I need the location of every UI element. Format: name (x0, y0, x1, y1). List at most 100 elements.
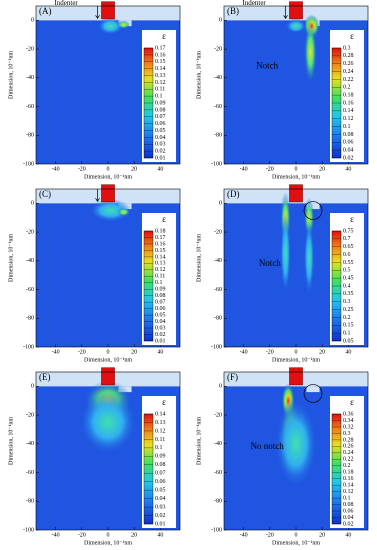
colorbar-tick-label: 0.35 (343, 291, 354, 297)
colorbar-tick-label: 0.6 (343, 252, 351, 258)
x-tick-label: -40 (52, 349, 60, 355)
x-tick-label: 20 (319, 166, 325, 172)
indenter (101, 184, 115, 203)
y-tick-label: -80 (214, 133, 222, 139)
x-tick-label: 20 (319, 349, 325, 355)
colorbar-tick-label: 0.11 (155, 274, 165, 280)
y-axis-label: Dimension, 10⁻¹nm (8, 417, 14, 465)
colorbar-tick-label: 0.2 (343, 85, 351, 91)
y-tick-label: -40 (214, 441, 222, 447)
strain-blob (117, 20, 131, 29)
colorbar-tick-label: 0.14 (343, 483, 354, 489)
x-tick-label: -20 (266, 532, 274, 538)
colorbar-tick-label: 0.24 (343, 69, 354, 75)
colorbar-tick-label: 0.16 (155, 52, 166, 58)
y-tick-label: -80 (26, 316, 34, 322)
x-tick-label: 20 (131, 166, 137, 172)
indenter-arrow (283, 6, 288, 20)
colorbar-label: ε (350, 214, 354, 224)
colorbar-tick-label: 0.08 (155, 107, 166, 113)
strain-blob (275, 400, 317, 487)
strain-blob (97, 17, 124, 35)
y-tick-label: -100 (211, 527, 222, 533)
y-axis-label: Dimension, 10⁻¹nm (8, 234, 14, 282)
colorbar-tick-label: 0.14 (155, 411, 166, 417)
y-tick-label: -60 (26, 470, 34, 476)
colorbar-tick-label: 0.07 (155, 300, 166, 306)
x-tick-label: 0 (295, 166, 298, 172)
colorbar-tick-label: 0.08 (155, 293, 166, 299)
colorbar-tick-label: 0.12 (343, 489, 354, 495)
y-tick-label: -40 (214, 258, 222, 264)
colorbar-tick-label: 0.06 (155, 121, 166, 127)
colorbar-tick-label: 0.1 (343, 124, 351, 130)
x-tick-label: -40 (240, 349, 248, 355)
y-tick-label: -40 (26, 441, 34, 447)
colorbar-tick-label: 0.14 (155, 66, 166, 72)
colorbar-tick-label: 0.16 (343, 100, 354, 106)
colorbar-tick-label: 0.09 (155, 287, 166, 293)
notch (306, 386, 320, 393)
colorbar-label: ε (350, 31, 354, 41)
strain-blob (79, 390, 137, 454)
y-tick-label: -60 (214, 287, 222, 293)
colorbar-tick-label: 0.16 (343, 476, 354, 482)
x-tick-label: 40 (345, 349, 351, 355)
colorbar-tick-label: 0.05 (155, 128, 166, 134)
colorbar-tick-label: 0.25 (343, 307, 354, 313)
colorbar-tick-label: 0.7 (343, 236, 351, 242)
x-axis-label: Dimension, 10⁻¹nm (84, 174, 132, 180)
y-tick-label: -20 (214, 412, 222, 418)
colorbar-tick-label: 0.14 (343, 108, 354, 114)
colorbar-label: ε (350, 397, 354, 407)
colorbar (331, 413, 342, 525)
x-tick-label: 0 (107, 349, 110, 355)
x-tick-label: 0 (295, 532, 298, 538)
y-tick-label: -40 (214, 75, 222, 81)
x-tick-label: 40 (157, 532, 163, 538)
strain-blob (89, 199, 132, 223)
colorbar-tick-label: 0.12 (343, 116, 354, 122)
notch-circle (303, 201, 323, 220)
colorbar-tick-label: 0.15 (155, 248, 166, 254)
y-axis-label: Dimension, 10⁻¹nm (8, 51, 14, 99)
colorbar-tick-label: 0.1 (155, 445, 163, 451)
y-tick-label: 0 (219, 18, 222, 24)
y-tick-label: -100 (23, 344, 34, 350)
colorbar-tick-label: 0.08 (155, 462, 166, 468)
y-tick-label: -100 (211, 161, 222, 167)
indenter (101, 367, 115, 386)
panel-label: (F) (227, 372, 238, 382)
colorbar-tick-label: 0.02 (155, 149, 166, 155)
colorbar-tick-label: 0.02 (155, 332, 166, 338)
colorbar-tick-label: 0.11 (155, 87, 165, 93)
y-tick-label: -40 (26, 258, 34, 264)
y-tick-label: -80 (214, 499, 222, 505)
y-tick-label: 0 (31, 201, 34, 207)
x-tick-label: 0 (107, 166, 110, 172)
x-axis-label: Dimension, 10⁻¹nm (84, 540, 132, 546)
colorbar-label: ε (162, 214, 166, 224)
colorbar-tick-label: 0.13 (155, 420, 166, 426)
colorbar-tick-label: 0.1 (155, 94, 163, 100)
colorbar-tick-label: 0.05 (343, 338, 354, 344)
colorbar-tick-label: 0.3 (343, 45, 351, 51)
y-tick-label: -60 (214, 104, 222, 110)
notch-circle (303, 384, 323, 403)
y-tick-label: -100 (23, 161, 34, 167)
x-tick-label: -20 (78, 166, 86, 172)
colorbar-tick-label: 0.17 (155, 45, 166, 51)
strain-blob (285, 18, 307, 34)
y-tick-label: -20 (26, 46, 34, 52)
y-tick-label: 0 (219, 384, 222, 390)
colorbar-tick-label: 0.06 (343, 140, 354, 146)
indenter-arrow (95, 6, 100, 20)
colorbar-tick-label: 0.05 (155, 312, 166, 318)
y-tick-label: -20 (214, 229, 222, 235)
x-tick-label: -40 (240, 532, 248, 538)
colorbar-label: ε (162, 397, 166, 407)
annotation: Indenter (54, 0, 78, 7)
colorbar-tick-label: 0.04 (155, 496, 166, 502)
colorbar-tick-label: 0.1 (343, 331, 351, 337)
colorbar-tick-label: 0.3 (343, 299, 351, 305)
